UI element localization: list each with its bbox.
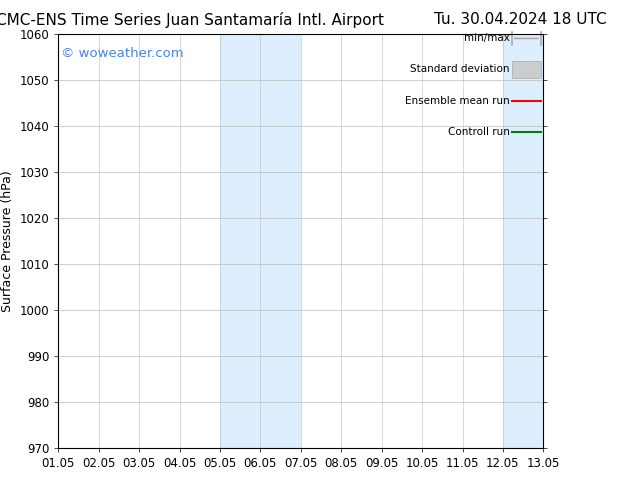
Bar bbox=[503, 34, 584, 448]
Bar bbox=[220, 34, 301, 448]
Y-axis label: Surface Pressure (hPa): Surface Pressure (hPa) bbox=[1, 171, 14, 312]
Text: min/max: min/max bbox=[463, 33, 509, 44]
Text: Standard deviation: Standard deviation bbox=[410, 65, 509, 74]
Text: CMC-ENS Time Series Juan Santamaría Intl. Airport: CMC-ENS Time Series Juan Santamaría Intl… bbox=[0, 12, 384, 28]
Text: Controll run: Controll run bbox=[448, 126, 509, 137]
Text: Ensemble mean run: Ensemble mean run bbox=[404, 96, 509, 105]
Text: Tu. 30.04.2024 18 UTC: Tu. 30.04.2024 18 UTC bbox=[434, 12, 606, 27]
Text: © woweather.com: © woweather.com bbox=[61, 47, 183, 60]
FancyBboxPatch shape bbox=[512, 61, 541, 78]
